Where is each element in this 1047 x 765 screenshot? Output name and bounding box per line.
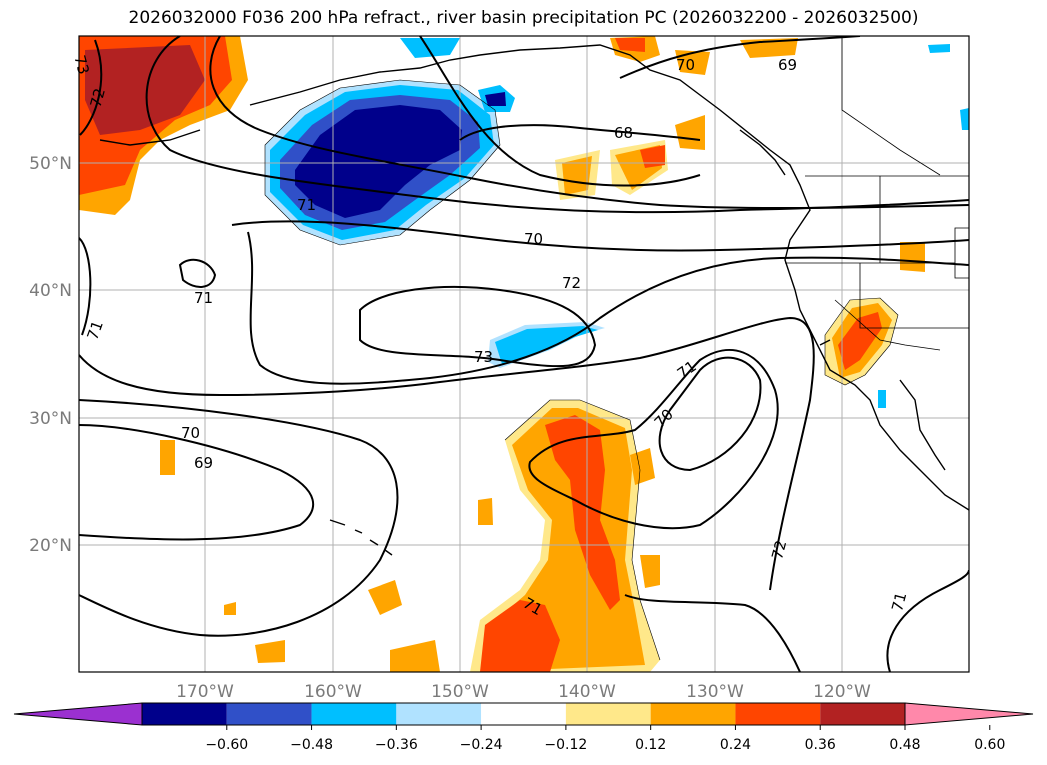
colorbar-tick-label: −0.60	[205, 737, 248, 753]
longitude-labels: 170°W 160°W 150°W 140°W 130°W 120°W	[176, 682, 871, 702]
lon-label: 150°W	[431, 682, 489, 702]
colorbar-tick-label: −0.12	[544, 737, 587, 753]
colorbar-tick-label: −0.24	[460, 737, 503, 753]
lon-label: 140°W	[558, 682, 616, 702]
lat-label: 40°N	[29, 281, 72, 301]
contour-label: 72	[768, 538, 790, 561]
contour-label: 71	[297, 196, 316, 214]
colorbar-bin	[820, 703, 905, 725]
colorbar-tick-label: 0.12	[635, 737, 666, 753]
colorbar-bin	[650, 703, 736, 725]
colorbar-bin	[396, 703, 482, 725]
latitude-labels: 50°N 40°N 30°N 20°N	[29, 154, 72, 556]
colorbar-outline	[141, 702, 906, 726]
refractivity-contours	[79, 36, 969, 672]
colorbar-bin	[226, 703, 312, 725]
map-panel: 73 72 70 69 68 71 70 72 71 73 71 70 71 7…	[70, 35, 970, 673]
contour-label: 71	[194, 289, 213, 307]
contour-label: 70	[676, 56, 695, 74]
map-border	[78, 35, 970, 673]
colorbar-bin	[565, 703, 651, 725]
contour-label: 69	[194, 454, 213, 472]
colorbar-extend-high	[904, 702, 1034, 726]
contour-label: 71	[888, 590, 910, 613]
colorbar-bin	[142, 703, 227, 725]
lon-label: 170°W	[176, 682, 234, 702]
lon-label: 130°W	[686, 682, 744, 702]
colorbar-bin	[735, 703, 821, 725]
contour-label: 68	[614, 124, 633, 142]
precip-positive-shading	[79, 36, 925, 672]
precip-outlines	[264, 79, 899, 661]
graticule	[79, 36, 969, 672]
colorbar-tick-label: 0.48	[889, 737, 920, 753]
colorbar-bin	[311, 703, 397, 725]
lon-label: 160°W	[304, 682, 362, 702]
lon-label: 120°W	[813, 682, 871, 702]
map-title: 2026032000 F036 200 hPa refract., river …	[128, 8, 919, 28]
contour-label: 73	[70, 53, 92, 76]
contour-label: 70	[181, 424, 200, 442]
colorbar-tick-label: −0.48	[290, 737, 333, 753]
colorbar-tick-label: 0.24	[720, 737, 751, 753]
lat-label: 20°N	[29, 536, 72, 556]
contour-label: 73	[474, 348, 493, 366]
contour-label: 71	[84, 318, 107, 342]
coastlines	[99, 44, 969, 556]
contour-label: 70	[524, 230, 543, 248]
lat-label: 50°N	[29, 154, 72, 174]
contour-label: 69	[778, 56, 797, 74]
contour-label: 72	[562, 274, 581, 292]
colorbar-tick-label: 0.60	[974, 737, 1005, 753]
colorbar: −0.60 −0.48 −0.36 −0.24 −0.12 0.12 0.24 0.36 0.4…	[13, 702, 1034, 753]
colorbar-tick-label: 0.36	[805, 737, 836, 753]
lat-label: 30°N	[29, 409, 72, 429]
colorbar-bin	[481, 703, 566, 725]
colorbar-extend-low	[13, 702, 143, 726]
colorbar-tick-label: −0.36	[375, 737, 418, 753]
contour-label: 72	[87, 86, 109, 109]
